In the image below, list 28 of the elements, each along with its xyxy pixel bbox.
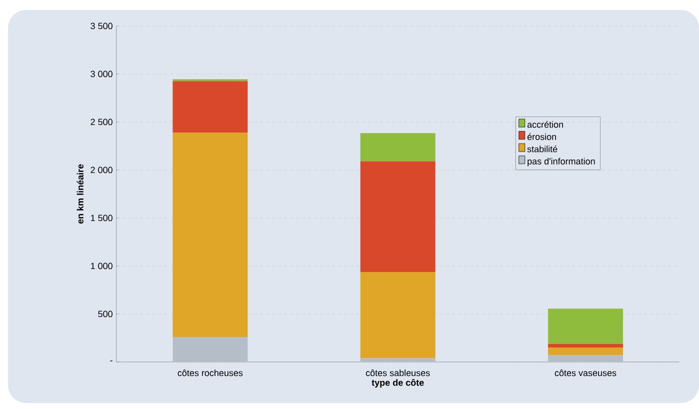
x-axis-title: type de côte (372, 378, 424, 388)
legend-label: accrétion (527, 121, 564, 128)
bar (360, 358, 436, 362)
x-tick-label: côtes rocheuses (178, 369, 243, 376)
y-axis-title: en km linéaire (76, 164, 84, 224)
y-tick-label: 3 000 (90, 70, 112, 78)
x-tick-label: côtes vaseuses (554, 369, 616, 376)
y-tick-label: - (110, 360, 112, 362)
bar (548, 355, 624, 362)
y-tick-label: 500 (98, 310, 112, 318)
bar (172, 336, 248, 362)
y-tick-label: 3 500 (90, 22, 112, 30)
legend-label: érosion (527, 133, 556, 140)
bar (172, 81, 248, 133)
bar (548, 348, 624, 356)
y-tick-label: 1 000 (90, 262, 112, 270)
bar (360, 272, 436, 358)
legend-label: stabilité (527, 146, 558, 152)
legend-label: pas d'information (528, 158, 595, 166)
y-tick-label: 1 500 (90, 214, 112, 222)
bar (172, 132, 248, 337)
x-tick-label: côtes sableuses (366, 369, 430, 376)
y-tick-label: 2 000 (90, 166, 112, 174)
bar (360, 133, 436, 162)
y-tick-label: 2 500 (90, 118, 112, 126)
bar (548, 344, 624, 348)
bar (360, 161, 436, 272)
bar (548, 308, 624, 344)
